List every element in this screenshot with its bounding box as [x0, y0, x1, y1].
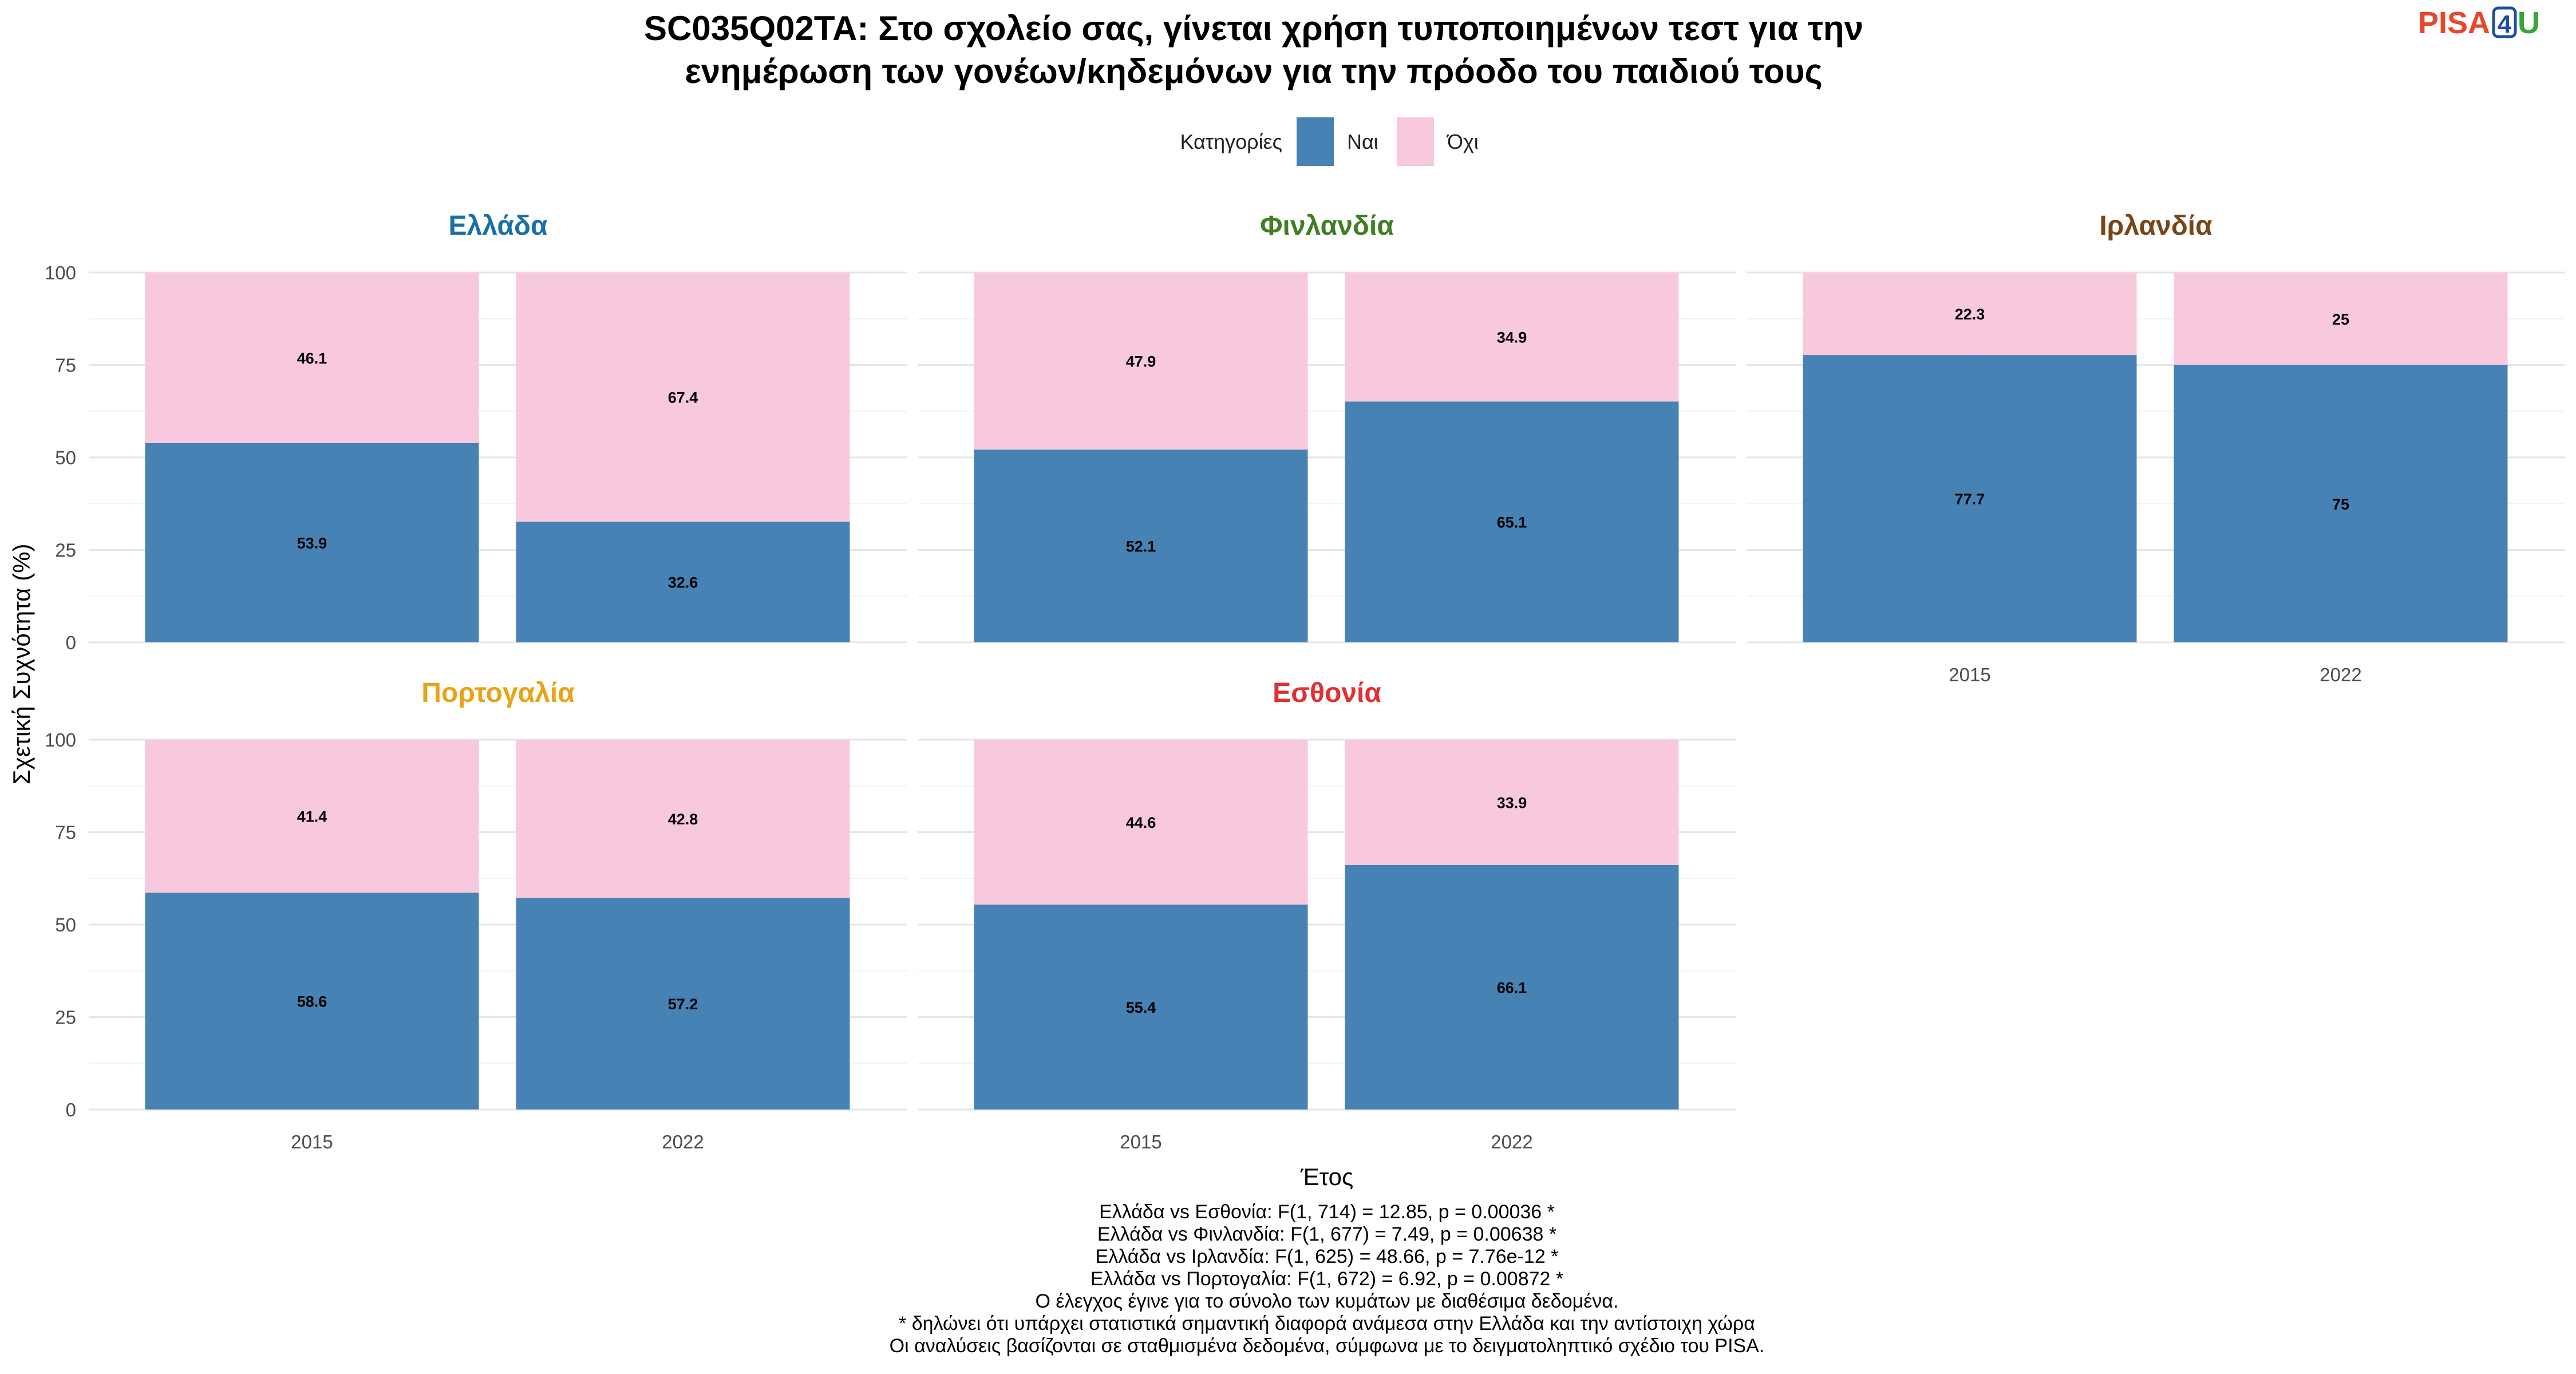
bar-ναι-2022: [516, 522, 850, 642]
y-tick-label: 0: [66, 1099, 76, 1120]
data-label: 25: [2332, 311, 2349, 328]
panel-ιρλανδια: Ιρλανδία 77.7 22.3 75 25 2015 2022: [1747, 211, 2565, 685]
bar-οχι-2022: [516, 740, 850, 898]
data-label: 57.2: [668, 996, 698, 1013]
y-tick-label: 25: [55, 1007, 76, 1028]
x-tick-label: 2022: [662, 1131, 704, 1152]
bar-ναι-2015: [1803, 355, 2137, 642]
y-tick-label: 50: [55, 914, 76, 935]
data-label: 33.9: [1497, 794, 1527, 811]
data-label: 55.4: [1126, 999, 1156, 1016]
pisa4u-logo: PISA 4 U: [2418, 6, 2540, 40]
x-tick-label: 2015: [291, 1131, 333, 1152]
panel-title: Εσθονία: [1273, 678, 1381, 708]
logo-text-u: U: [2518, 6, 2540, 40]
data-label: 47.9: [1126, 353, 1156, 370]
data-label: 66.1: [1497, 979, 1527, 996]
caption-line: Ο έλεγχος έγινε για το σύνολο των κυμάτω…: [1036, 1290, 1619, 1312]
facet-panels: Ελλάδα 53.9 46.1 32.6 67.4 0 25 50 75 100 Φινλανδί…: [45, 211, 2565, 1152]
data-label: 58.6: [297, 993, 327, 1010]
data-label: 67.4: [668, 389, 698, 406]
bar-οχι-2022: [1345, 740, 1679, 865]
y-axis-title: Σχετική Συχνότητα (%): [8, 544, 35, 785]
panel-title: Ελλάδα: [449, 211, 548, 241]
legend: Κατηγορίες Ναι Όχι: [1180, 117, 1479, 166]
logo-text-4: 4: [2498, 10, 2512, 38]
x-axis-title: Έτος: [1300, 1163, 1354, 1190]
y-tick-label: 75: [55, 822, 76, 843]
bar-οχι-2015: [145, 273, 479, 443]
panel-φινλανδια: Φινλανδία 52.1 47.9 65.1 34.9: [918, 211, 1736, 643]
data-label: 42.8: [668, 811, 698, 828]
legend-title: Κατηγορίες: [1180, 130, 1282, 153]
panel-ελλαδα: Ελλάδα 53.9 46.1 32.6 67.4 0 25 50 75 100: [45, 211, 907, 653]
caption-line: Ελλάδα vs Εσθονία: F(1, 714) = 12.85, p …: [1099, 1201, 1555, 1223]
bar-οχι-2022: [2174, 273, 2508, 365]
x-tick-label: 2022: [2320, 664, 2361, 685]
bar-οχι-2015: [1803, 273, 2137, 356]
y-tick-label: 100: [45, 729, 76, 751]
data-label: 53.9: [297, 535, 327, 552]
data-label: 22.3: [1955, 306, 1985, 323]
y-tick-label: 25: [55, 540, 76, 561]
data-label: 44.6: [1126, 814, 1156, 831]
y-tick-label: 100: [45, 262, 76, 283]
y-tick-label: 50: [55, 447, 76, 468]
panel-title: Φινλανδία: [1260, 211, 1394, 241]
y-tick-label: 75: [55, 355, 76, 376]
data-label: 77.7: [1955, 491, 1985, 508]
panel-title: Ιρλανδία: [2099, 211, 2212, 241]
data-label: 41.4: [297, 808, 327, 826]
legend-label-yes: Ναι: [1347, 130, 1378, 153]
caption-line: Ελλάδα vs Ιρλανδία: F(1, 625) = 48.66, p…: [1096, 1246, 1559, 1268]
y-tick-label: 0: [66, 632, 76, 653]
bar-οχι-2015: [974, 273, 1308, 450]
logo-text-pisa: PISA: [2418, 6, 2490, 40]
panel-πορτογαλια: Πορτογαλία 58.6 41.4 57.2 42.8 0 25 50 75 100 2015…: [45, 678, 907, 1152]
data-label: 32.6: [668, 574, 698, 591]
bar-ναι-2015: [145, 893, 479, 1110]
chart-title-line-1: SC035Q02TA: Στο σχολείο σας, γίνεται χρή…: [644, 9, 1863, 48]
bar-οχι-2022: [516, 273, 850, 522]
bar-ναι-2015: [145, 443, 479, 642]
chart-title-line-2: ενημέρωση των γονέων/κηδεμόνων για την π…: [685, 52, 1822, 90]
bar-ναι-2022: [1345, 401, 1679, 642]
bar-ναι-2022: [2174, 365, 2508, 642]
legend-label-no: Όχι: [1446, 130, 1479, 153]
data-label: 52.1: [1126, 538, 1156, 555]
x-tick-label: 2022: [1491, 1131, 1532, 1152]
bar-οχι-2022: [1345, 273, 1679, 402]
bar-ναι-2015: [974, 905, 1308, 1110]
bar-ναι-2022: [1345, 864, 1679, 1110]
caption-line: Οι αναλύσεις βασίζονται σε σταθμισμένα δ…: [890, 1335, 1765, 1357]
legend-swatch-yes: [1297, 117, 1334, 166]
x-tick-label: 2015: [1949, 664, 1990, 685]
caption-line: Ελλάδα vs Φινλανδία: F(1, 677) = 7.49, p…: [1097, 1223, 1556, 1245]
bar-οχι-2015: [974, 740, 1308, 905]
logo-box: [2492, 6, 2517, 38]
bar-οχι-2015: [145, 740, 479, 893]
data-label: 65.1: [1497, 514, 1527, 531]
x-tick-label: 2015: [1120, 1131, 1161, 1152]
data-label: 75: [2332, 496, 2349, 513]
caption-line: Ελλάδα vs Πορτογαλία: F(1, 672) = 6.92, …: [1091, 1268, 1563, 1290]
panel-title: Πορτογαλία: [421, 678, 575, 708]
caption-line: * δηλώνει ότι υπάρχει στατιστικά σημαντι…: [899, 1313, 1755, 1334]
bar-ναι-2015: [974, 449, 1308, 642]
panel-εσθονια: Εσθονία 55.4 44.6 66.1 33.9 2015 2022: [918, 678, 1736, 1152]
data-label: 34.9: [1497, 329, 1527, 346]
bar-ναι-2022: [516, 898, 850, 1110]
data-label: 46.1: [297, 350, 327, 367]
legend-swatch-no: [1397, 117, 1434, 166]
statistical-caption: Ελλάδα vs Εσθονία: F(1, 714) = 12.85, p …: [890, 1201, 1765, 1357]
